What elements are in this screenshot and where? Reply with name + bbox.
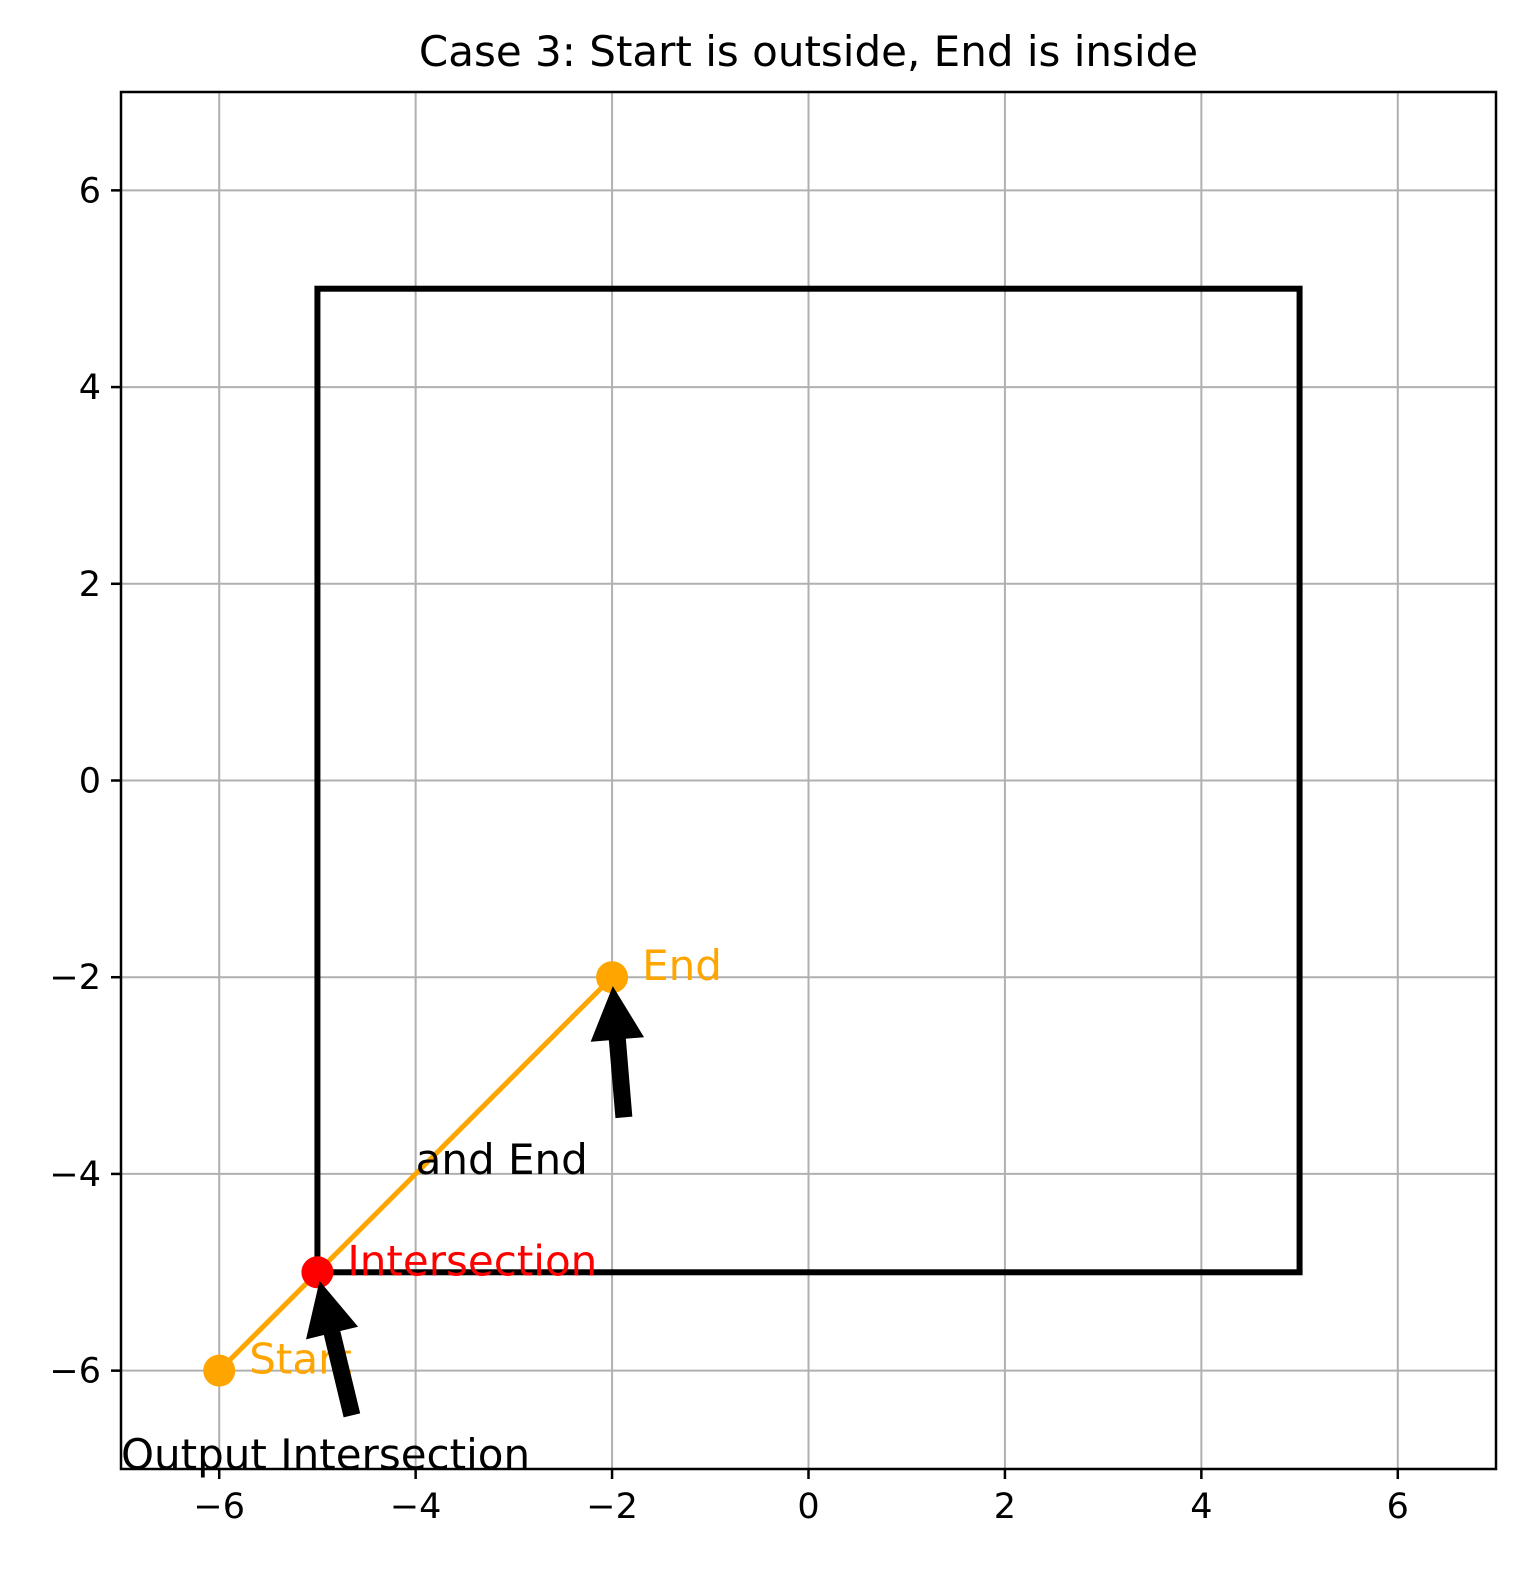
x-tick-label: 6 (1387, 1487, 1409, 1527)
x-tick-label: 4 (1190, 1487, 1212, 1527)
boundary-rectangle (314, 285, 1303, 1276)
y-tick-label: −6 (49, 1352, 101, 1392)
end-point (596, 961, 629, 994)
output-intersection-annotation: Output Intersection (121, 1430, 530, 1479)
and-end-annotation: and End (416, 1135, 588, 1184)
output-intersection-arrow (306, 1280, 361, 1418)
data-layer (203, 285, 1303, 1387)
x-tick-label: −6 (193, 1487, 245, 1527)
intersection-point (301, 1256, 334, 1289)
x-tick-label: −4 (390, 1487, 442, 1527)
start-point (203, 1354, 236, 1387)
x-tick-label: 0 (797, 1487, 819, 1527)
grid-layer (121, 92, 1496, 1469)
x-tick-label: 2 (994, 1487, 1016, 1527)
end-label: End (642, 941, 722, 990)
y-tick-label: 2 (79, 565, 101, 605)
and-end-arrow (590, 986, 645, 1119)
y-tick-label: 4 (79, 368, 101, 408)
y-tick-label: 6 (79, 171, 101, 211)
y-tick-label: −4 (49, 1155, 101, 1195)
chart-title: Case 3: Start is outside, End is inside (419, 27, 1198, 76)
y-tick-label: −2 (49, 958, 101, 998)
intersection-label: Intersection (347, 1236, 597, 1285)
line-segment (216, 974, 615, 1374)
y-tick-label: 0 (79, 762, 101, 802)
tick-layer: −6 −4 −2 0 2 4 6 −6 −4 −2 0 2 4 6 (49, 171, 1409, 1527)
x-tick-label: −2 (586, 1487, 638, 1527)
